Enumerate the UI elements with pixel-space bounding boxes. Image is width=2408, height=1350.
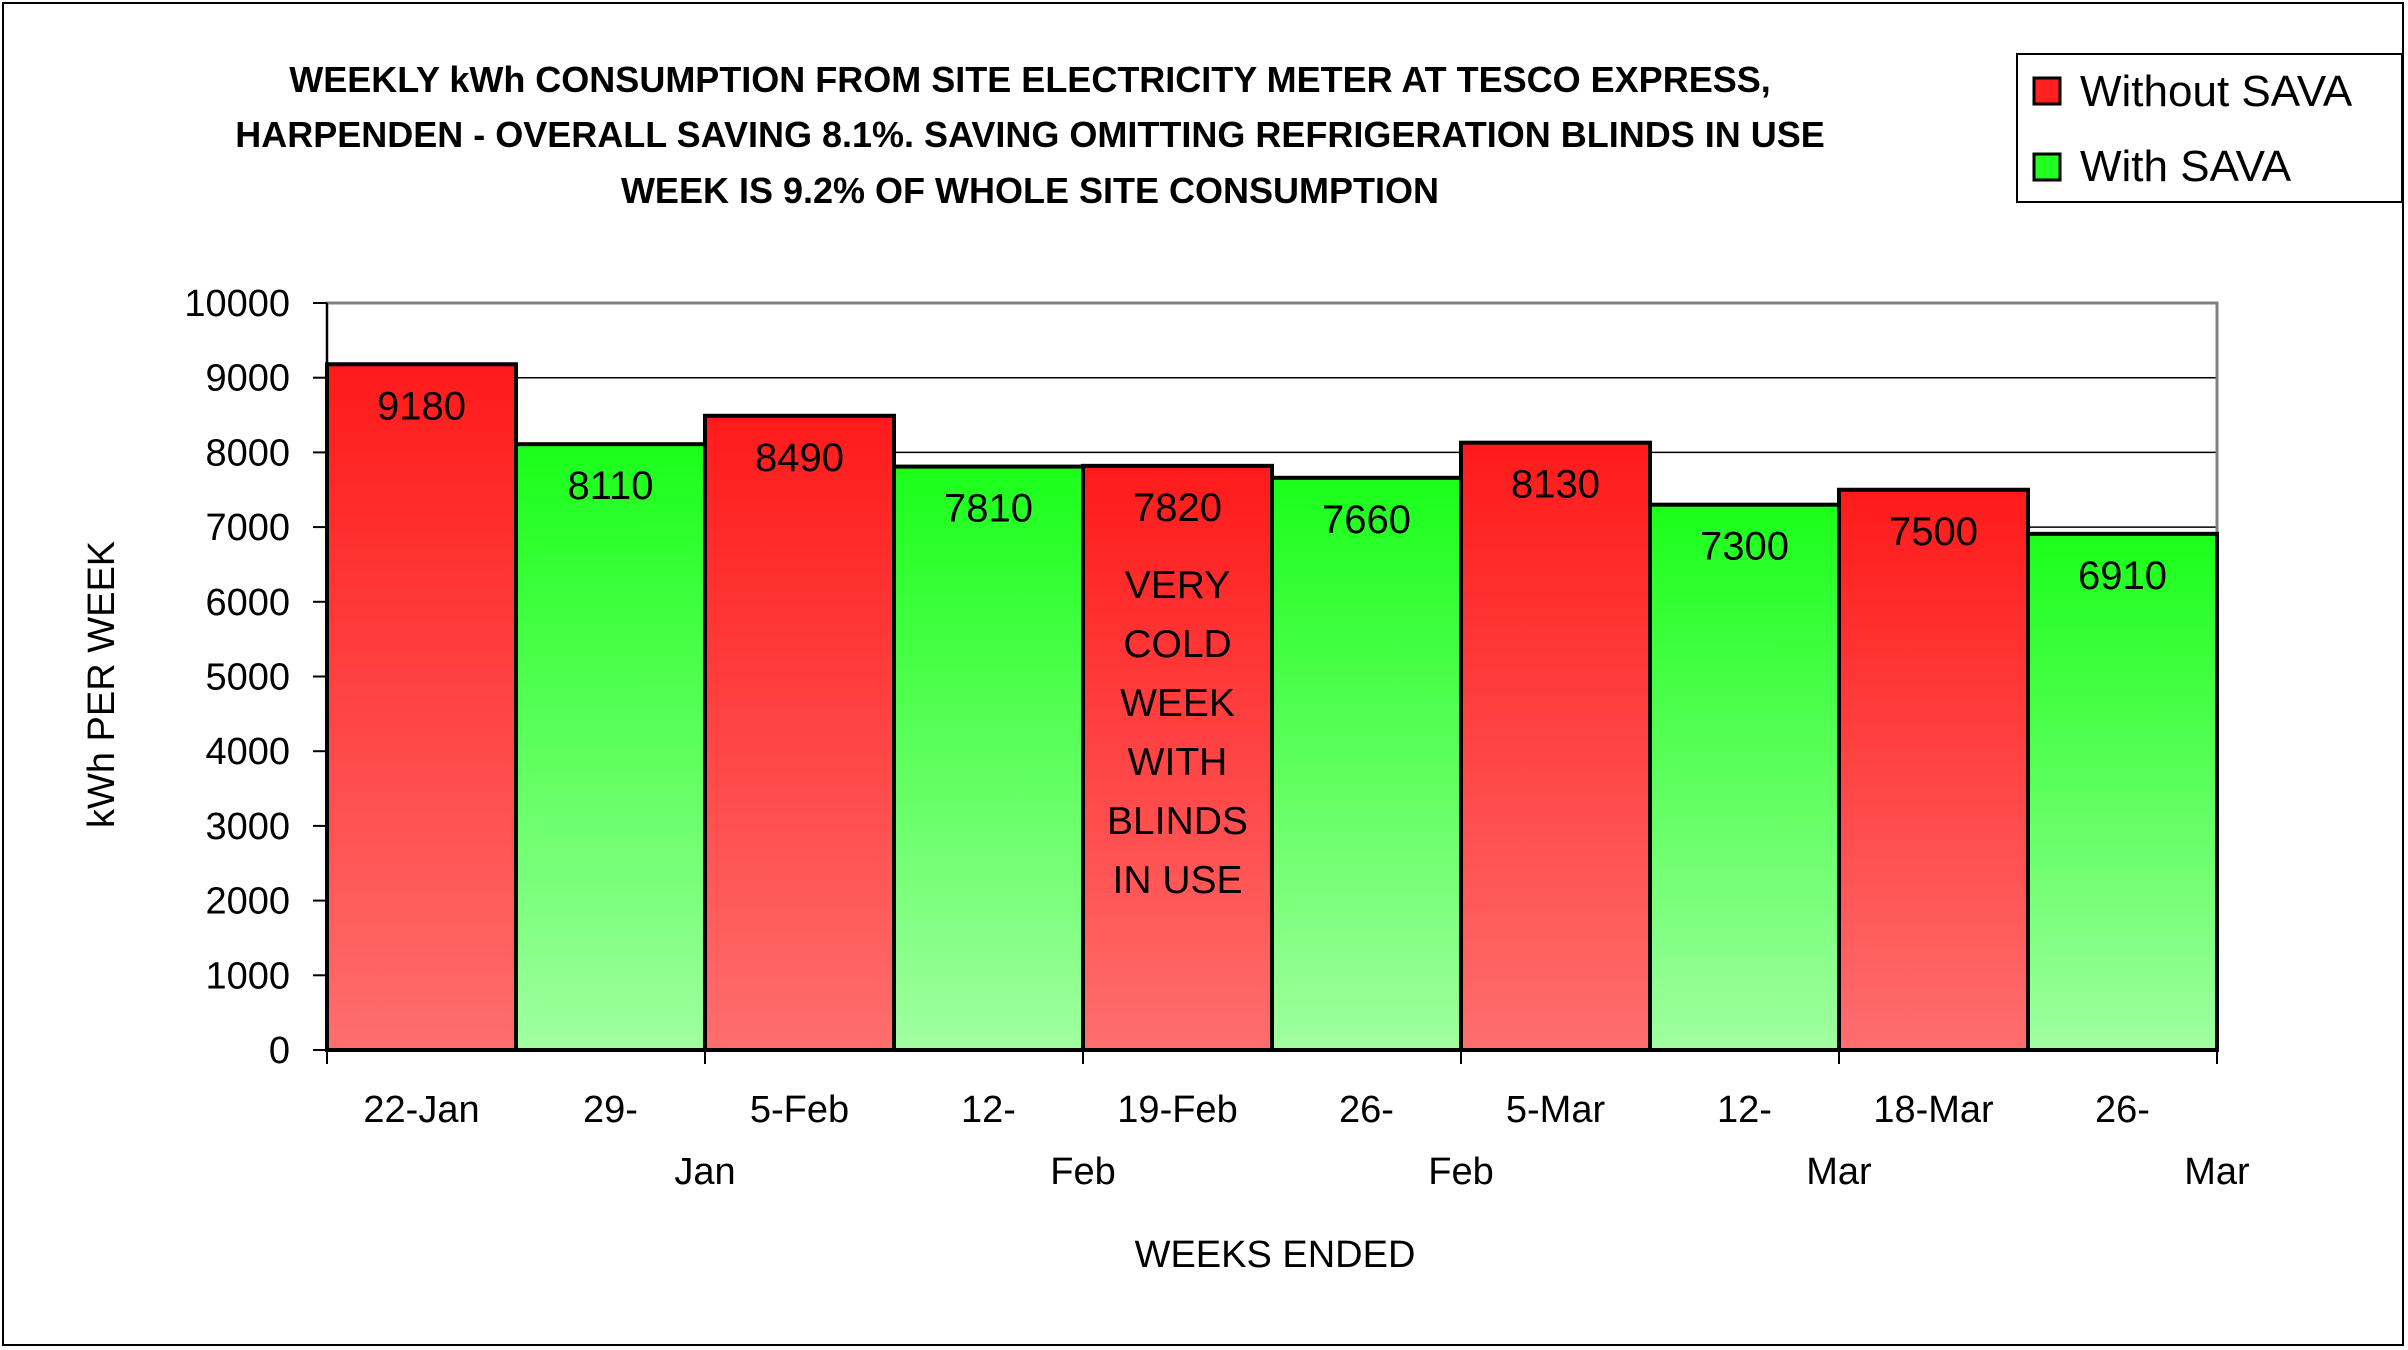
data-label: 8490 xyxy=(755,436,844,480)
x-category-label-line1: 5-Mar xyxy=(1506,1089,1606,1131)
data-label: 8110 xyxy=(567,464,653,508)
annotation-line: WEEK xyxy=(1120,682,1235,725)
legend-label-with-sava: With SAVA xyxy=(2080,142,2292,191)
bar-with-sava xyxy=(514,442,707,1053)
y-tick-label: 7000 xyxy=(205,507,290,549)
y-tick-label: 1000 xyxy=(205,955,290,997)
x-category-label-line1: 29- xyxy=(583,1089,638,1131)
bar-with-sava xyxy=(1648,502,1841,1052)
x-axis-title: WEEKS ENDED xyxy=(1135,1234,1416,1276)
bar-with-sava xyxy=(2026,531,2219,1052)
x-category-label-line1: 12- xyxy=(1717,1089,1772,1131)
legend-box xyxy=(2016,53,2403,203)
y-tick-label: 5000 xyxy=(205,657,290,699)
x-category-label-line2: Jan xyxy=(674,1151,735,1193)
cold-week-annotation: VERY COLD WEEK WITH BLINDS IN USE xyxy=(1107,564,1248,902)
y-axis-title-clip: kWh PER WEEK xyxy=(81,541,123,828)
x-category-label-line1: 5-Feb xyxy=(750,1089,849,1131)
legend-swatch-without-sava xyxy=(2032,76,2062,106)
data-label: 7500 xyxy=(1889,510,1978,554)
bar-without-sava xyxy=(325,362,518,1052)
y-tick-label: 6000 xyxy=(205,582,290,624)
y-tick-label: 9000 xyxy=(205,358,290,400)
data-label: 7660 xyxy=(1322,498,1411,542)
annotation-line: IN USE xyxy=(1112,859,1242,902)
annotation-line: COLD xyxy=(1123,623,1231,666)
y-tick-label: 10000 xyxy=(184,283,290,325)
x-category-label-line1: 26- xyxy=(1339,1089,1394,1131)
title-line-3: WEEK IS 9.2% OF WHOLE SITE CONSUMPTION xyxy=(621,170,1439,211)
bar-without-sava xyxy=(1837,487,2030,1052)
data-label: 7810 xyxy=(944,487,1033,531)
bar-without-sava xyxy=(1459,440,1652,1052)
annotation-line: WITH xyxy=(1128,741,1228,784)
x-category-label-line2: Mar xyxy=(1806,1151,1872,1193)
legend-swatch-with-sava xyxy=(2032,152,2062,182)
title-line-2: HARPENDEN - OVERALL SAVING 8.1%. SAVING … xyxy=(235,114,1824,155)
data-label: 6910 xyxy=(2078,554,2167,598)
y-tick-labels: 0 1000 2000 3000 4000 5000 6000 7000 8000 9000 100… xyxy=(184,283,290,1072)
y-tick-label: 3000 xyxy=(205,806,290,848)
bar-without-sava xyxy=(703,413,896,1052)
y-tick-label: 2000 xyxy=(205,881,290,923)
legend-label-without-sava: Without SAVA xyxy=(2080,67,2353,116)
x-category-label-line1: 22-Jan xyxy=(363,1089,479,1131)
bar-with-sava xyxy=(1270,475,1463,1053)
chart-title: WEEKLY kWh CONSUMPTION FROM SITE ELECTRI… xyxy=(235,59,1824,211)
y-tick-label: 8000 xyxy=(205,432,290,474)
annotation-line: VERY xyxy=(1125,564,1231,607)
y-tick-label: 0 xyxy=(269,1030,290,1072)
x-category-label-line1: 26- xyxy=(2095,1089,2150,1131)
data-labels: 9180 8110 8490 7810 7820 7660 8130 7300 7500 6910 xyxy=(377,384,2167,598)
axes xyxy=(313,302,2218,1064)
bar-with-sava xyxy=(892,464,1085,1052)
x-category-label-line2: Mar xyxy=(2184,1151,2250,1193)
data-label: 7820 xyxy=(1133,486,1222,530)
x-category-label-line2: Feb xyxy=(1050,1151,1115,1193)
annotation-line: BLINDS xyxy=(1107,800,1248,843)
x-category-label-line1: 19-Feb xyxy=(1117,1089,1237,1131)
y-axis-title: kWh PER WEEK xyxy=(81,541,123,828)
data-label: 9180 xyxy=(377,384,466,428)
data-label: 8130 xyxy=(1511,463,1600,507)
x-category-label-line2: Feb xyxy=(1428,1151,1493,1193)
x-category-label-line1: 12- xyxy=(961,1089,1016,1131)
x-category-label-line1: 18-Mar xyxy=(1873,1089,1994,1131)
bars xyxy=(325,362,2219,1053)
legend: Without SAVA With SAVA xyxy=(2016,53,2403,203)
y-tick-label: 4000 xyxy=(205,731,290,773)
title-line-1: WEEKLY kWh CONSUMPTION FROM SITE ELECTRI… xyxy=(289,59,1770,100)
data-label: 7300 xyxy=(1700,525,1789,569)
